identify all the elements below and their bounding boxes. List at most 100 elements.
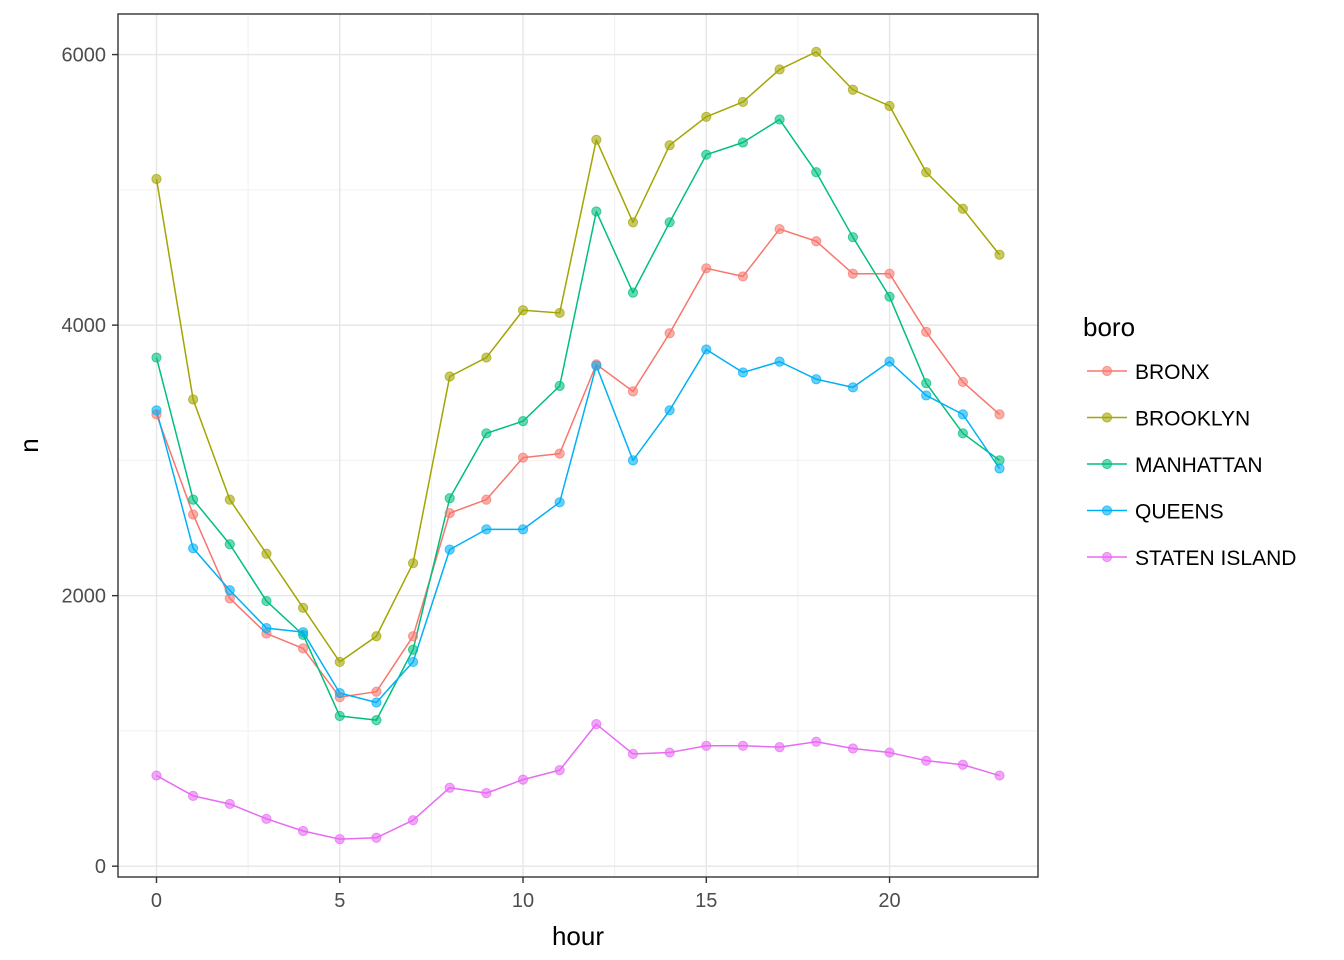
y-axis-title: n bbox=[14, 438, 44, 452]
data-point bbox=[371, 714, 382, 726]
data-point bbox=[957, 428, 968, 439]
y-tick-label: 6000 bbox=[62, 45, 107, 67]
data-point bbox=[224, 539, 235, 550]
data-point bbox=[627, 287, 639, 298]
data-point bbox=[554, 765, 565, 776]
y-tick-label: 4000 bbox=[62, 315, 107, 337]
data-point bbox=[701, 111, 712, 122]
data-point bbox=[774, 64, 785, 75]
legend-key-point bbox=[1101, 365, 1113, 377]
data-point bbox=[884, 356, 895, 367]
data-point bbox=[481, 494, 492, 505]
y-tick-labels: 0 2000 4000 6000 bbox=[62, 45, 107, 879]
data-point bbox=[407, 815, 419, 826]
data-point bbox=[701, 344, 712, 355]
data-point bbox=[371, 832, 382, 843]
data-point bbox=[371, 697, 382, 708]
series-line-4 bbox=[156, 723, 1000, 840]
y-tick-label: 2000 bbox=[62, 586, 107, 608]
data-point bbox=[151, 405, 162, 416]
data-point bbox=[884, 268, 895, 279]
series-line-3 bbox=[155, 348, 1001, 704]
data-point bbox=[444, 371, 455, 382]
data-point bbox=[737, 367, 749, 378]
data-point bbox=[297, 627, 309, 638]
data-point bbox=[994, 249, 1005, 260]
data-point bbox=[957, 203, 968, 214]
data-point bbox=[407, 644, 419, 655]
data-point bbox=[517, 774, 529, 785]
data-point bbox=[811, 236, 822, 247]
legend-key-point bbox=[1101, 458, 1113, 470]
legend-item: STATEN ISLAND bbox=[1087, 547, 1296, 570]
data-point bbox=[847, 84, 859, 95]
data-point bbox=[407, 558, 419, 569]
data-point bbox=[554, 448, 565, 459]
data-point bbox=[591, 360, 602, 371]
data-point bbox=[627, 455, 639, 466]
data-point bbox=[371, 631, 382, 642]
data-point bbox=[847, 268, 859, 279]
data-point bbox=[188, 494, 199, 505]
data-point bbox=[701, 149, 712, 160]
data-point bbox=[994, 409, 1005, 420]
data-point bbox=[151, 770, 162, 781]
data-point bbox=[188, 509, 199, 520]
legend-label: MANHATTAN bbox=[1135, 454, 1263, 477]
data-point bbox=[811, 374, 822, 385]
data-point bbox=[664, 140, 675, 151]
data-point bbox=[847, 382, 859, 393]
data-point bbox=[811, 167, 822, 178]
series-points bbox=[151, 46, 1005, 845]
data-point bbox=[701, 740, 712, 751]
data-point bbox=[261, 813, 272, 824]
legend-key-point bbox=[1101, 412, 1113, 423]
data-point bbox=[811, 46, 822, 57]
data-point bbox=[554, 307, 565, 319]
legend-item: QUEENS bbox=[1087, 501, 1224, 524]
x-axis-title: hour bbox=[552, 921, 604, 951]
x-tick-label: 5 bbox=[334, 890, 345, 912]
data-point bbox=[921, 378, 932, 389]
data-point bbox=[444, 508, 455, 519]
data-point bbox=[517, 305, 529, 316]
data-point bbox=[371, 686, 382, 697]
data-point bbox=[261, 623, 272, 634]
data-point bbox=[664, 747, 675, 758]
data-point bbox=[444, 544, 455, 555]
data-point bbox=[627, 748, 639, 760]
legend-items: BRONX BROOKLYN MANHATTAN QUEENS STATEN ISLAN… bbox=[1087, 361, 1296, 570]
data-point bbox=[297, 825, 309, 837]
data-point bbox=[407, 631, 419, 642]
panel-border bbox=[117, 13, 1039, 878]
data-point bbox=[921, 390, 932, 401]
data-point bbox=[921, 167, 932, 178]
legend: boro BRONX BROOKLYN MANHATTAN QUEENS STATEN … bbox=[1083, 312, 1296, 570]
data-point bbox=[407, 656, 419, 668]
data-point bbox=[334, 687, 345, 699]
legend-item: BRONX bbox=[1087, 361, 1210, 384]
data-point bbox=[847, 743, 859, 754]
data-point bbox=[737, 271, 749, 282]
data-point bbox=[701, 263, 712, 274]
data-point bbox=[188, 543, 199, 554]
data-point bbox=[847, 232, 859, 243]
data-point bbox=[517, 452, 529, 463]
data-point bbox=[334, 656, 345, 668]
data-point bbox=[188, 394, 199, 405]
data-point bbox=[151, 352, 162, 363]
legend-label: BRONX bbox=[1135, 361, 1210, 384]
data-point bbox=[664, 405, 675, 416]
data-point bbox=[957, 376, 968, 388]
data-point bbox=[591, 719, 602, 730]
axis-ticks bbox=[112, 53, 891, 883]
data-point bbox=[884, 747, 895, 758]
x-tick-labels: 0 5 10 15 20 bbox=[151, 890, 901, 912]
data-point bbox=[737, 96, 749, 108]
legend-label: QUEENS bbox=[1135, 501, 1224, 524]
series-line-0 bbox=[155, 228, 1001, 698]
legend-item: MANHATTAN bbox=[1087, 454, 1263, 477]
data-point bbox=[261, 595, 272, 607]
x-tick-label: 10 bbox=[512, 890, 534, 912]
